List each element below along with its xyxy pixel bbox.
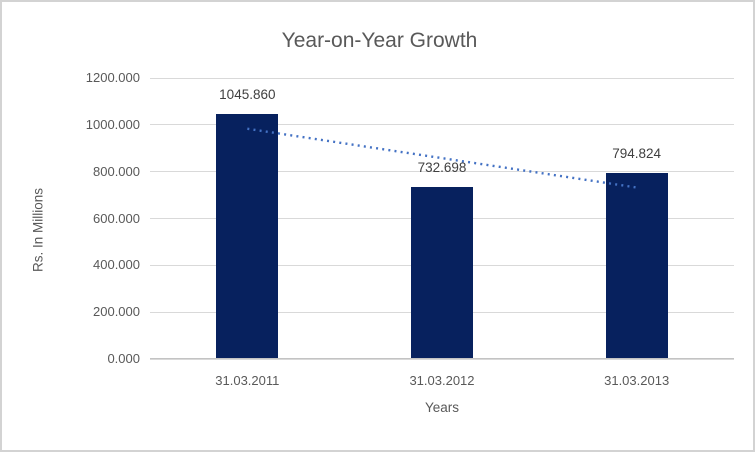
x-axis-title: Years xyxy=(424,400,460,415)
y-axis-tick-label: 0.000 xyxy=(107,351,140,366)
y-axis-tick-label: 1200.000 xyxy=(85,70,140,85)
x-axis-tick-label: 31.03.2013 xyxy=(604,373,670,388)
y-axis-tick-label: 400.000 xyxy=(93,257,140,273)
x-axis-tick-label: 31.03.2011 xyxy=(215,373,280,388)
bar-31.03.2012 xyxy=(411,187,473,358)
y-axis-tick-label: 1000.000 xyxy=(85,116,140,132)
gridline xyxy=(150,171,734,173)
bar-31.03.2013 xyxy=(605,172,668,358)
y-axis-tick-label: 200.000 xyxy=(93,304,140,320)
chart-title: Year-on-Year Growth xyxy=(281,29,478,52)
gridline xyxy=(150,77,734,79)
bar-31.03.2011 xyxy=(216,114,279,358)
data-label: 1045.860 xyxy=(219,87,276,103)
data-label: 794.824 xyxy=(612,145,662,161)
gridline xyxy=(150,358,734,360)
data-label: 732.698 xyxy=(417,160,467,176)
x-axis-line xyxy=(150,358,734,359)
plot-area xyxy=(150,77,734,360)
x-axis-tick-label: 31.03.2012 xyxy=(409,373,475,388)
gridline xyxy=(150,124,734,126)
y-axis-tick-label: 800.000 xyxy=(93,163,140,179)
trendline xyxy=(247,127,637,189)
y-axis-tick-label: 600.000 xyxy=(93,210,140,226)
